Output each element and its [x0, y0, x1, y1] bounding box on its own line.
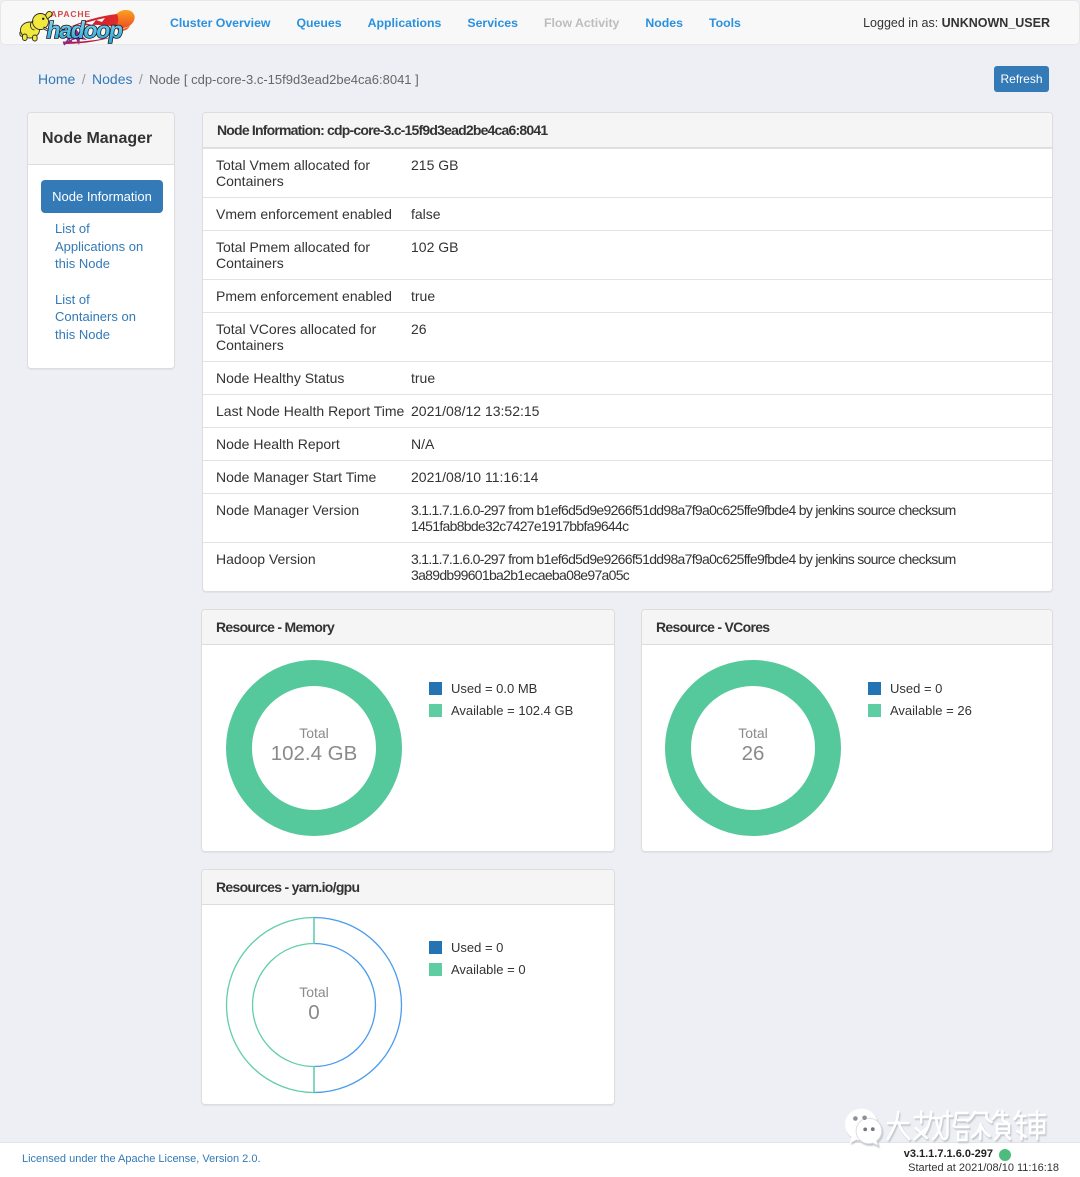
svg-text:hadoop: hadoop: [47, 17, 123, 43]
svg-text:APACHE: APACHE: [51, 9, 91, 19]
